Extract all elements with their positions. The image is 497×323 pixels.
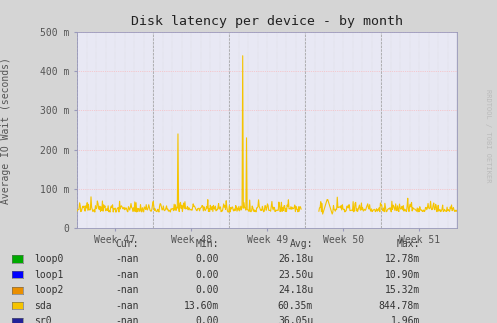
Text: 24.18u: 24.18u	[278, 286, 313, 295]
Title: Disk latency per device - by month: Disk latency per device - by month	[131, 16, 403, 28]
Text: loop1: loop1	[34, 270, 63, 280]
Text: 0.00: 0.00	[195, 317, 219, 323]
Text: loop0: loop0	[34, 255, 63, 264]
Text: -nan: -nan	[116, 255, 139, 264]
Text: RRDTOOL / TOBI OETIKER: RRDTOOL / TOBI OETIKER	[485, 89, 491, 182]
Text: Avg:: Avg:	[290, 239, 313, 249]
Text: -nan: -nan	[116, 286, 139, 295]
Text: -nan: -nan	[116, 270, 139, 280]
Text: 0.00: 0.00	[195, 270, 219, 280]
Text: sr0: sr0	[34, 317, 51, 323]
Text: 23.50u: 23.50u	[278, 270, 313, 280]
Text: -nan: -nan	[116, 317, 139, 323]
Text: 1.96m: 1.96m	[391, 317, 420, 323]
Text: 0.00: 0.00	[195, 255, 219, 264]
Text: loop2: loop2	[34, 286, 63, 295]
Text: 10.90m: 10.90m	[385, 270, 420, 280]
Text: 844.78m: 844.78m	[379, 301, 420, 311]
Text: Cur:: Cur:	[116, 239, 139, 249]
Text: -nan: -nan	[116, 301, 139, 311]
Text: 26.18u: 26.18u	[278, 255, 313, 264]
Text: 15.32m: 15.32m	[385, 286, 420, 295]
Text: 13.60m: 13.60m	[183, 301, 219, 311]
Text: 36.05u: 36.05u	[278, 317, 313, 323]
Text: 0.00: 0.00	[195, 286, 219, 295]
Text: Min:: Min:	[195, 239, 219, 249]
Text: 60.35m: 60.35m	[278, 301, 313, 311]
Text: Max:: Max:	[397, 239, 420, 249]
Text: Average IO Wait (seconds): Average IO Wait (seconds)	[1, 57, 11, 204]
Text: 12.78m: 12.78m	[385, 255, 420, 264]
Text: sda: sda	[34, 301, 51, 311]
